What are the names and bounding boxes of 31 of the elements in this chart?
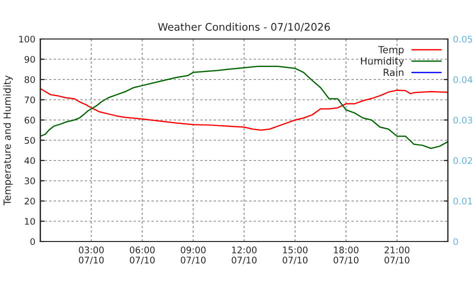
x-tick-label: 12:00 07/10 <box>232 246 257 264</box>
y-tick-label: 100 <box>19 36 35 43</box>
y2-tick-label: 0.02 <box>453 157 472 164</box>
y2-tick-label: 0.05 <box>453 36 472 43</box>
x-tick-label: 15:00 07/10 <box>282 246 308 264</box>
y-tick-label: 40 <box>24 157 35 164</box>
legend-label: Humidity <box>361 57 404 67</box>
y-tick-label: 30 <box>24 177 35 184</box>
y2-tick-label: 0.03 <box>453 116 472 124</box>
chart-title: Weather Conditions - 07/10/2026 <box>158 22 330 32</box>
y2-tick-label: 0.01 <box>453 198 472 205</box>
legend-label: Rain <box>384 68 404 76</box>
y-tick-label: 50 <box>24 136 35 144</box>
y-tick-label: 0 <box>30 238 35 246</box>
y-tick-label: 60 <box>24 116 35 124</box>
x-tick-label: 06:00 07/10 <box>130 246 155 264</box>
x-tick-label: 09:00 07/10 <box>180 246 206 264</box>
y-tick-label: 90 <box>24 56 35 63</box>
y-tick-label: 80 <box>24 76 35 84</box>
x-tick-label: 03:00 07/10 <box>78 246 104 264</box>
y-tick-label: 20 <box>24 198 35 205</box>
y-tick-label: 10 <box>25 218 35 225</box>
legend-label: Temp <box>378 46 404 56</box>
line-series <box>40 66 448 149</box>
y-tick-label: 70 <box>24 96 35 104</box>
line-series <box>40 88 448 131</box>
x-tick-label: 18:00 07/10 <box>334 246 358 264</box>
y2-tick-label: 0.04 <box>453 76 472 84</box>
x-tick-label: 21:00 07/10 <box>384 246 410 264</box>
y2-tick-label: 0 <box>453 238 458 246</box>
y-axis-title: Temperature and Humidity <box>3 75 13 206</box>
